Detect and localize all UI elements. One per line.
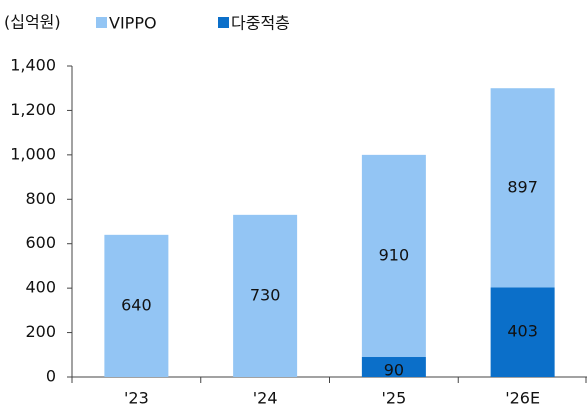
y-tick-label: 200 bbox=[25, 322, 56, 341]
bar-segment bbox=[233, 214, 298, 377]
legend-label: 다중적층 bbox=[231, 14, 290, 33]
data-label: 90 bbox=[384, 361, 404, 380]
data-label: 897 bbox=[507, 177, 538, 196]
y-tick-label: 0 bbox=[46, 367, 56, 386]
x-tick-label: '23 bbox=[124, 389, 149, 408]
legend-swatch bbox=[96, 17, 107, 28]
bar-segment bbox=[490, 287, 555, 377]
y-tick-label: 400 bbox=[25, 278, 56, 297]
legend-swatch bbox=[218, 17, 229, 28]
data-label: 910 bbox=[379, 245, 410, 264]
y-axis-label: (십억원) bbox=[4, 13, 61, 32]
y-tick-label: 1,000 bbox=[10, 144, 56, 163]
bar-segment bbox=[361, 154, 426, 358]
y-tick-label: 1,200 bbox=[10, 100, 56, 119]
bar-segment bbox=[490, 88, 555, 288]
data-label: 640 bbox=[121, 295, 152, 314]
x-tick-label: '25 bbox=[381, 389, 406, 408]
y-tick-label: 800 bbox=[25, 189, 56, 208]
x-tick-label: '26E bbox=[505, 389, 540, 408]
y-tick-label: 1,400 bbox=[10, 56, 56, 75]
x-tick-label: '24 bbox=[253, 389, 278, 408]
bar-segment bbox=[361, 357, 426, 377]
data-label: 403 bbox=[507, 322, 538, 341]
y-tick-label: 600 bbox=[25, 233, 56, 252]
bar-segment bbox=[104, 234, 169, 377]
legend-label: VIPPO bbox=[109, 14, 157, 33]
data-label: 730 bbox=[250, 285, 281, 304]
